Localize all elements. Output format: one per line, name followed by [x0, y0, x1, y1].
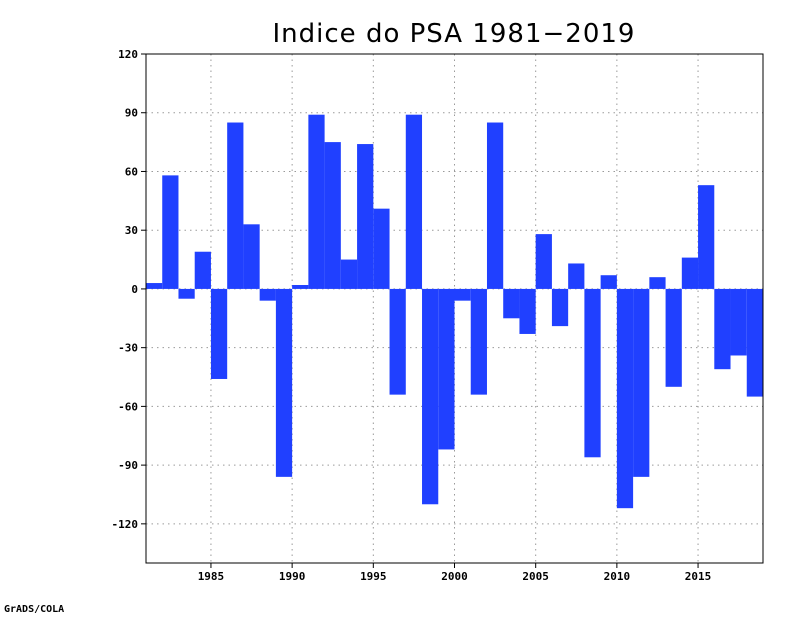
bar	[308, 114, 325, 289]
bar	[616, 288, 634, 509]
bar	[146, 283, 163, 289]
bar	[259, 288, 276, 301]
y-tick-label: -60	[118, 400, 138, 413]
bar	[454, 288, 471, 301]
bar	[649, 277, 666, 289]
bar	[373, 208, 390, 289]
bar	[519, 288, 536, 334]
chart: Indice do PSA 1981−2019 120 90 60 30 0 -30 -60…	[112, 19, 764, 583]
x-tick-label: 2015	[685, 570, 712, 583]
bar	[551, 288, 569, 327]
bar	[275, 288, 293, 477]
y-tick-label: -90	[118, 459, 138, 472]
bar	[568, 263, 585, 289]
y-tick-label: 120	[118, 48, 138, 61]
bar	[178, 288, 195, 299]
bar	[633, 288, 650, 477]
x-axis-ticks: 1985 1990 1995 2000 2005 2010 2015	[198, 563, 712, 583]
y-axis-ticks: 120 90 60 30 0 -30 -60 -90 -120	[112, 48, 146, 531]
bar	[486, 122, 504, 289]
bar	[535, 234, 552, 289]
x-tick-label: 2010	[604, 570, 631, 583]
bar	[470, 288, 487, 395]
x-tick-label: 2005	[522, 570, 549, 583]
x-tick-label: 1990	[279, 570, 306, 583]
bar	[324, 142, 341, 289]
bar	[714, 288, 731, 370]
bar	[746, 288, 763, 397]
y-tick-label: -30	[118, 342, 138, 355]
bar	[698, 185, 715, 289]
bar	[292, 285, 309, 289]
bar	[665, 288, 682, 387]
bar	[584, 288, 601, 458]
bar	[422, 288, 439, 505]
bar	[243, 224, 260, 289]
bars	[146, 114, 763, 509]
y-tick-label: 30	[125, 224, 138, 237]
y-tick-label: 0	[131, 283, 138, 296]
y-tick-label: -120	[112, 518, 139, 531]
bar	[600, 275, 617, 289]
footer-credit: GrADS/COLA	[4, 604, 65, 615]
x-tick-label: 2000	[441, 570, 468, 583]
bar	[162, 175, 179, 289]
bar	[730, 288, 747, 356]
bar	[357, 144, 374, 289]
bar	[210, 288, 228, 379]
x-tick-label: 1985	[198, 570, 225, 583]
y-tick-label: 90	[125, 107, 138, 120]
bar	[405, 114, 423, 289]
bar	[194, 251, 211, 289]
x-tick-label: 1995	[360, 570, 387, 583]
bar	[340, 259, 358, 289]
bar	[227, 122, 244, 289]
bar	[503, 288, 520, 319]
chart-title: Indice do PSA 1981−2019	[273, 19, 636, 49]
bar	[681, 257, 699, 289]
y-tick-label: 60	[125, 165, 138, 178]
bar	[389, 288, 406, 395]
bar	[438, 288, 455, 450]
